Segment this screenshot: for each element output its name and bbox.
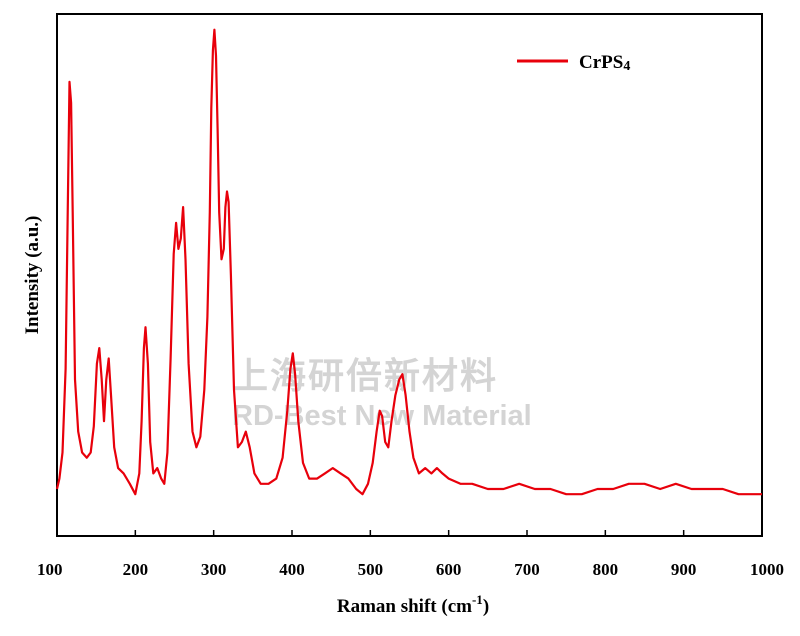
x-tick-label: 100 [37, 560, 63, 579]
x-tick-label: 800 [593, 560, 619, 579]
plot-frame [56, 13, 763, 537]
x-tick-label: 1000 [750, 560, 784, 579]
x-axis-title-close: ) [483, 596, 489, 617]
y-axis-title: Intensity (a.u.) [22, 216, 43, 335]
x-tick-label: 400 [279, 560, 305, 579]
legend-label-sub: 4 [623, 59, 630, 74]
x-axis-ticks: 100 200 300 400 500 600 700 800 900 1000 [37, 530, 784, 579]
x-tick-label: 300 [201, 560, 227, 579]
x-tick-label: 600 [436, 560, 462, 579]
watermark-chinese: 上海研倍新材料 [232, 356, 498, 397]
x-tick-label: 700 [514, 560, 540, 579]
x-axis-title-main: Raman shift (cm [337, 596, 472, 617]
x-axis-title-sup: -1 [472, 592, 483, 607]
x-tick-label: 500 [358, 560, 384, 579]
series-line-crps4 [55, 28, 762, 496]
x-tick-label: 200 [123, 560, 149, 579]
legend-label: CrPS4 [579, 52, 630, 74]
x-axis-title: Raman shift (cm-1) [337, 592, 489, 617]
x-tick-label: 900 [671, 560, 697, 579]
legend-label-main: CrPS [579, 52, 623, 73]
